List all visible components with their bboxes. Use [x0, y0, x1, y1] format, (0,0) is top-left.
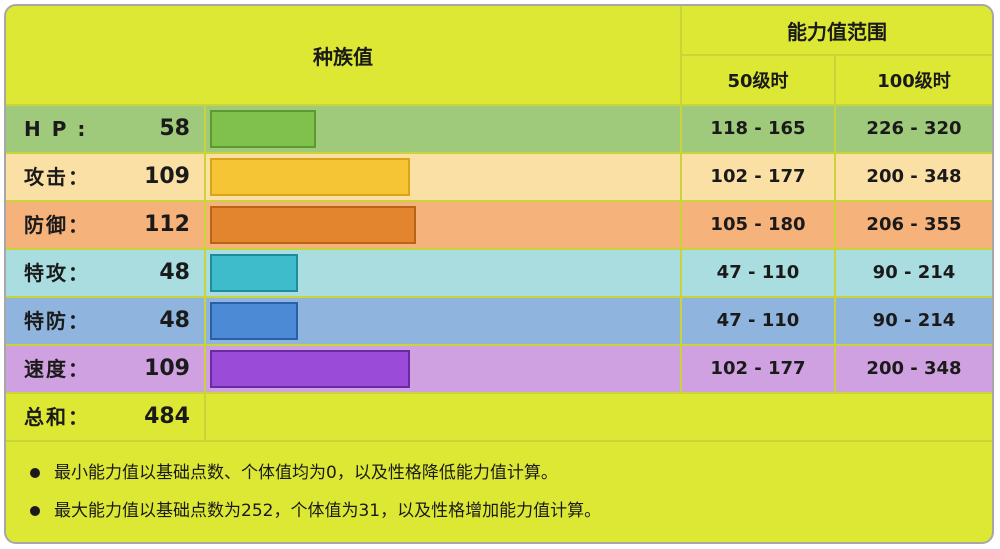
- total-value: 484: [144, 404, 190, 429]
- stat-value: 48: [159, 260, 190, 285]
- stat-value: 112: [144, 212, 190, 237]
- stat-value: 109: [144, 356, 190, 381]
- stat-bar: [210, 110, 316, 148]
- stat-bar-cell: [206, 202, 682, 248]
- stat-bar: [210, 206, 416, 244]
- range-level-100: 200 - 348: [866, 358, 962, 379]
- bullet-icon: [30, 506, 40, 516]
- stat-bar-cell: [206, 154, 682, 200]
- total-row: 总和： 484: [6, 392, 992, 440]
- header-base-stats: 种族值: [6, 6, 682, 104]
- stat-name: 防御：: [24, 213, 90, 237]
- stat-label-cell: 特攻： 48: [6, 250, 206, 296]
- stat-bar: [210, 302, 298, 340]
- stat-name: 特防：: [24, 309, 90, 333]
- stat-value: 58: [159, 116, 190, 141]
- stat-bar-cell: [206, 106, 682, 152]
- stat-label-cell: H P : 58: [6, 106, 206, 152]
- range-level-50: 102 - 177: [682, 346, 836, 392]
- range-level-50: 105 - 180: [682, 202, 836, 248]
- note-text: 最大能力值以基础点数为252，个体值为31，以及性格增加能力值计算。: [54, 501, 602, 521]
- stat-bar-cell: [206, 346, 682, 392]
- range-level-50: 118 - 165: [682, 106, 836, 152]
- stat-bar: [210, 158, 410, 196]
- bullet-icon: [30, 468, 40, 478]
- stat-value: 109: [144, 164, 190, 189]
- range-level-100: 200 - 348: [866, 166, 962, 187]
- stat-value: 48: [159, 308, 190, 333]
- range-level-50: 47 - 110: [682, 250, 836, 296]
- stat-row: 特攻： 48 47 - 110 90 - 214: [6, 248, 992, 296]
- header-stat-range: 能力值范围: [682, 6, 992, 56]
- note-item: 最大能力值以基础点数为252，个体值为31，以及性格增加能力值计算。: [6, 492, 992, 530]
- range-level-50: 47 - 110: [682, 298, 836, 344]
- total-name: 总和：: [24, 405, 90, 429]
- base-stats-table: 种族值 能力值范围 50级时 100级时 H P : 58 118 - 165 226…: [4, 4, 994, 544]
- stat-label-cell: 防御： 112: [6, 202, 206, 248]
- stat-bar: [210, 254, 298, 292]
- stat-row: 特防： 48 47 - 110 90 - 214: [6, 296, 992, 344]
- note-item: 最小能力值以基础点数、个体值均为0，以及性格降低能力值计算。: [6, 454, 992, 492]
- stat-bar: [210, 350, 410, 388]
- stat-row: 攻击： 109 102 - 177 200 - 348: [6, 152, 992, 200]
- stat-name: 速度：: [24, 357, 90, 381]
- stat-name: 攻击：: [24, 165, 90, 189]
- notes-section: 最小能力值以基础点数、个体值均为0，以及性格降低能力值计算。 最大能力值以基础点…: [6, 440, 992, 542]
- stat-row: 速度： 109 102 - 177 200 - 348: [6, 344, 992, 392]
- stat-row: H P : 58 118 - 165 226 - 320: [6, 104, 992, 152]
- stat-bar-cell: [206, 250, 682, 296]
- range-level-100: 90 - 214: [872, 310, 956, 331]
- stat-name: 特攻：: [24, 261, 90, 285]
- total-label-cell: 总和： 484: [6, 394, 206, 440]
- stat-label-cell: 攻击： 109: [6, 154, 206, 200]
- header-level-100: 100级时: [877, 71, 951, 92]
- stat-label-cell: 速度： 109: [6, 346, 206, 392]
- stat-name: H P :: [24, 117, 88, 141]
- note-text: 最小能力值以基础点数、个体值均为0，以及性格降低能力值计算。: [54, 463, 558, 483]
- range-level-100: 90 - 214: [872, 262, 956, 283]
- stat-label-cell: 特防： 48: [6, 298, 206, 344]
- range-level-100: 206 - 355: [866, 214, 962, 235]
- stat-bar-cell: [206, 298, 682, 344]
- range-level-100: 226 - 320: [866, 118, 962, 139]
- range-level-50: 102 - 177: [682, 154, 836, 200]
- header-level-50: 50级时: [682, 56, 836, 104]
- stat-row: 防御： 112 105 - 180 206 - 355: [6, 200, 992, 248]
